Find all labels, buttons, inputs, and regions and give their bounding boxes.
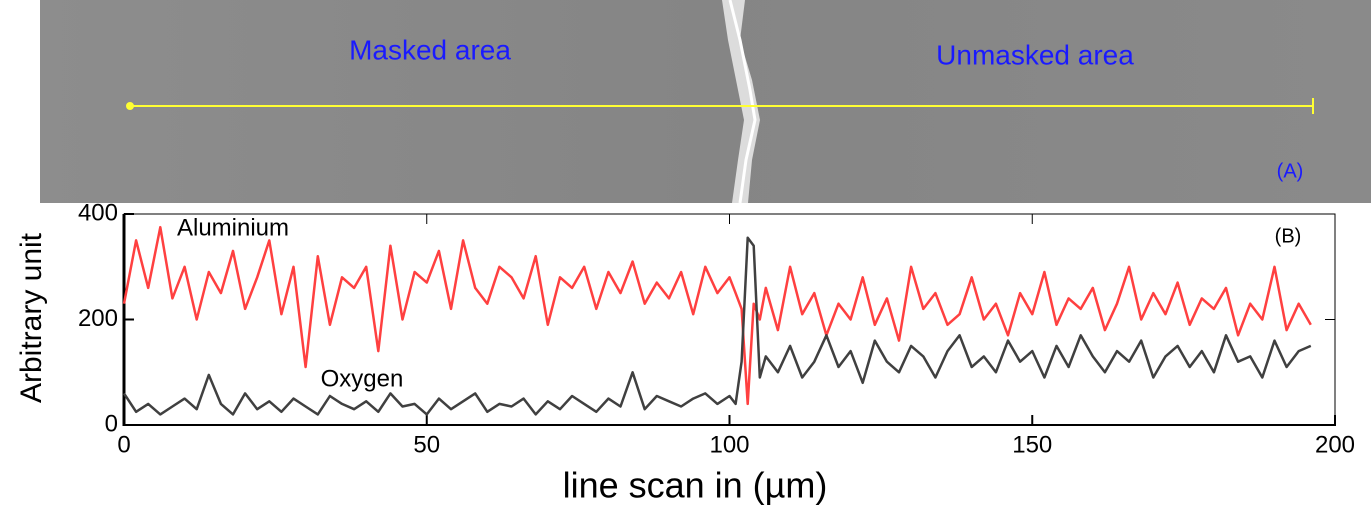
chart: Aluminium Oxygen (B) line scan in (µm) A… [15, 199, 1355, 505]
sem-background [40, 0, 1371, 203]
y-axis-label: Arbitrary unit [15, 232, 48, 403]
plot-frame [123, 213, 1336, 426]
x-tick-label: 100 [709, 431, 749, 458]
series-annotation: Aluminium [177, 214, 289, 241]
x-axis-label: line scan in (µm) [563, 465, 828, 506]
panel-label: (B) [1275, 225, 1302, 247]
image-label: Masked area [349, 34, 511, 65]
series-line [122, 236, 1312, 416]
x-tick-label: 150 [1012, 431, 1052, 458]
y-tick-label: 200 [78, 305, 118, 332]
scan-start [126, 102, 134, 110]
x-tick-label: 200 [1315, 431, 1355, 458]
y-tick-label: 0 [105, 410, 118, 437]
sem-crack [722, 0, 760, 203]
series-line [122, 225, 1312, 406]
image-label: (A) [1277, 160, 1304, 182]
y-tick-label: 400 [78, 199, 118, 226]
x-tick-label: 50 [413, 431, 440, 458]
sem-image: Masked area Unmasked area (A) [40, 0, 1371, 204]
series-annotation: Oxygen [321, 365, 404, 392]
image-label: Unmasked area [936, 39, 1134, 70]
x-tick-label: 0 [117, 431, 130, 458]
